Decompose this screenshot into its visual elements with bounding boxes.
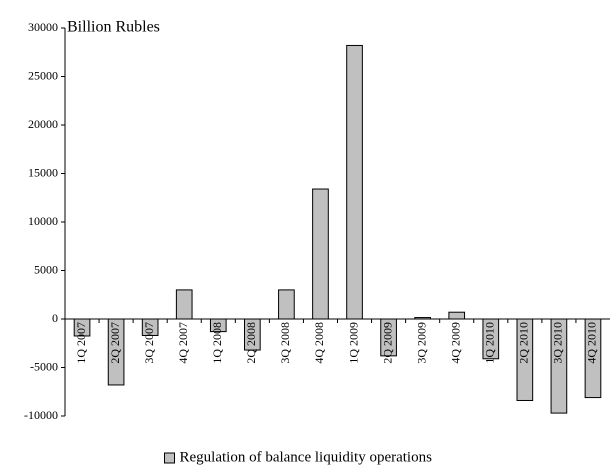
x-tick-label: 3Q 2010 (551, 322, 565, 364)
x-tick-label: 2Q 2008 (244, 322, 258, 364)
x-tick-label: 3Q 2007 (142, 322, 156, 364)
bar (448, 311, 466, 320)
x-tick-label: 4Q 2010 (585, 322, 599, 364)
y-tick-label: -5000 (30, 359, 58, 373)
x-tick-label: 1Q 2008 (210, 322, 224, 364)
y-tick-label: 0 (52, 311, 58, 325)
x-tick-label: 4Q 2009 (448, 322, 462, 364)
x-tick-label: 4Q 2008 (312, 322, 326, 364)
y-tick-label: 25000 (28, 68, 58, 82)
x-tick-label: 1Q 2009 (346, 322, 360, 364)
x-tick-label: 2Q 2009 (380, 322, 394, 364)
legend-label: Regulation of balance liquidity operatio… (180, 449, 433, 465)
x-tick-label: 4Q 2007 (176, 322, 190, 364)
y-tick-label: 5000 (34, 262, 58, 276)
bar (312, 188, 329, 320)
y-axis-label: Billion Rubles (67, 19, 160, 36)
y-tick-label: 30000 (28, 20, 58, 34)
y-tick-label: 15000 (28, 165, 58, 179)
y-tick-label: 20000 (28, 117, 58, 131)
legend-swatch (164, 452, 175, 464)
y-tick-label: -10000 (24, 408, 58, 422)
x-tick-label: 2Q 2007 (108, 322, 122, 364)
x-tick-label: 3Q 2008 (278, 322, 292, 364)
x-tick-label: 3Q 2009 (414, 322, 428, 364)
y-tick-label: 10000 (28, 214, 58, 228)
x-tick-label: 2Q 2010 (517, 322, 531, 364)
x-tick-label: 1Q 2007 (74, 322, 88, 364)
bar (175, 289, 193, 320)
bar (278, 289, 295, 320)
x-tick-label: 1Q 2010 (483, 322, 497, 364)
bar (346, 44, 363, 320)
